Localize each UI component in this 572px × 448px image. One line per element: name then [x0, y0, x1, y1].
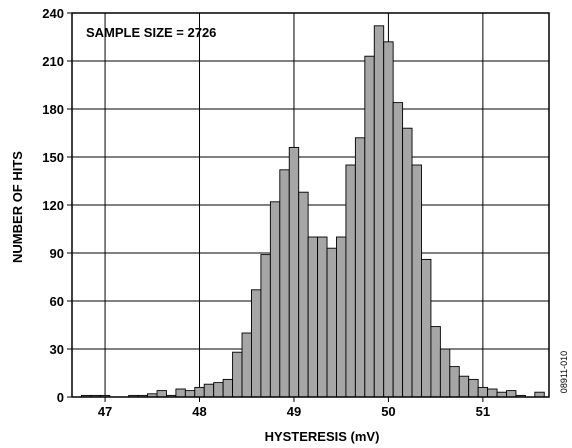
- y-tick-label: 30: [50, 342, 64, 357]
- histogram-bar: [307, 236, 319, 398]
- histogram-bar: [364, 55, 375, 398]
- histogram-bar: [203, 383, 215, 398]
- histogram-bar: [156, 390, 167, 398]
- histogram-bar: [421, 258, 432, 398]
- sample-size-annotation: SAMPLE SIZE = 2726: [86, 25, 216, 40]
- histogram-bar: [392, 102, 404, 398]
- histogram-bar: [402, 127, 413, 398]
- histogram-bar: [232, 351, 243, 398]
- x-tick-label: 49: [287, 404, 301, 419]
- y-tick-label: 210: [42, 54, 64, 69]
- histogram-bar: [251, 289, 262, 398]
- histogram-bar: [175, 388, 186, 398]
- histogram-bar: [326, 247, 337, 398]
- figure-code: 08911-010: [559, 351, 569, 393]
- histogram-bar: [468, 378, 479, 398]
- histogram-bar: [383, 41, 394, 398]
- x-axis-title: HYSTERESIS (mV): [265, 429, 380, 444]
- histogram-bar: [506, 390, 517, 398]
- histogram-bar: [373, 25, 385, 398]
- histogram-bar: [411, 164, 422, 398]
- histogram-bar: [487, 388, 498, 398]
- y-tick-label: 0: [57, 390, 64, 405]
- histogram-bar: [354, 137, 366, 398]
- histogram-bar: [336, 236, 347, 398]
- histogram-bar: [298, 191, 309, 398]
- histogram-bar: [449, 366, 460, 398]
- histogram-bar: [184, 390, 196, 398]
- histogram-bar: [317, 236, 328, 398]
- y-tick-label: 240: [42, 6, 64, 21]
- histogram-bar: [458, 375, 470, 398]
- histogram-bar: [279, 169, 290, 398]
- axis-ticks: 47 48 49 50 51 0 30 60 90 120 150 180 210 240: [42, 6, 490, 419]
- histogram-bar: [269, 201, 281, 398]
- y-tick-label: 120: [42, 198, 64, 213]
- y-tick-label: 180: [42, 102, 64, 117]
- x-tick-label: 47: [98, 404, 112, 419]
- y-tick-label: 90: [50, 246, 64, 261]
- histogram-bar: [194, 386, 205, 398]
- histogram-bars: [80, 25, 545, 398]
- y-axis-title: NUMBER OF HITS: [10, 151, 25, 263]
- x-tick-label: 51: [476, 404, 490, 419]
- histogram-bar: [260, 254, 271, 398]
- histogram-bar: [345, 164, 356, 398]
- x-tick-label: 50: [381, 404, 395, 419]
- histogram-bar: [241, 332, 252, 398]
- histogram-bar: [288, 146, 300, 398]
- histogram-bar: [213, 382, 224, 398]
- histogram-bar: [477, 386, 489, 398]
- x-tick-label: 48: [192, 404, 206, 419]
- histogram-bar: [439, 348, 451, 398]
- y-tick-label: 150: [42, 150, 64, 165]
- histogram-bar: [222, 378, 234, 398]
- histogram-bar: [430, 326, 441, 398]
- y-tick-label: 60: [50, 294, 64, 309]
